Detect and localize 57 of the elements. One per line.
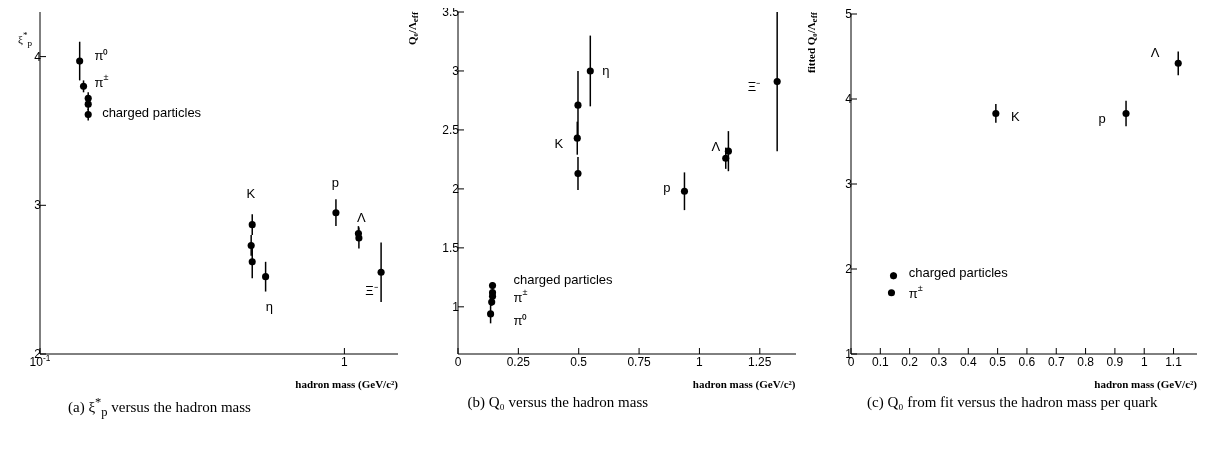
y-tick-label: 2.5 — [441, 122, 459, 137]
x-tick-label: 0.25 — [506, 355, 530, 369]
y-tick-label: 3.5 — [441, 5, 459, 19]
x-tick-label: 0.3 — [930, 355, 948, 369]
text: (a) ξ$^{*}$$_{p}$ versus the hadron mass — [68, 394, 252, 421]
annotation: η — [265, 298, 274, 314]
x-tick-label: 0.7 — [1047, 355, 1065, 369]
x-tick-label: 0.8 — [1077, 355, 1095, 369]
x-tick-label: 0.2 — [901, 355, 919, 369]
x-tick-label: 1.1 — [1165, 355, 1183, 369]
x-tick-label: 1 — [341, 355, 349, 369]
annotation: π⁰ — [513, 312, 528, 328]
annotation: p — [331, 174, 340, 190]
text: (b) Q₀ versus the hadron mass — [467, 394, 650, 411]
annotation: π$^{±}$ — [513, 287, 528, 305]
x-tick-label: 0.1 — [871, 355, 889, 369]
text: (c) Q₀ from fit versus the hadron mass per quark — [867, 394, 1159, 411]
x-tick-label: 0 — [454, 355, 462, 369]
annotation: K — [246, 185, 256, 201]
y-tick-label: 5 — [845, 7, 853, 21]
x-tick-label: 1.25 — [747, 355, 772, 369]
x-tick-label: 1 — [1140, 355, 1148, 369]
annotation: Ξ⁻ — [365, 282, 378, 298]
annotation: charged particles — [102, 104, 202, 120]
y-tick-label: 3 — [451, 63, 459, 78]
annotation: p — [1098, 110, 1106, 126]
annotation: K — [554, 135, 564, 151]
y-tick-label: 1.5 — [441, 240, 459, 255]
x-tick-label: 0.4 — [959, 355, 977, 369]
annotation: π⁰ — [94, 47, 109, 63]
annotation: Ξ⁻ — [747, 78, 760, 94]
x-tick-label: 0.9 — [1106, 355, 1124, 369]
annotation: Λ — [711, 138, 720, 154]
annotation: charged particles — [908, 264, 1009, 280]
annotation: Λ — [1150, 44, 1160, 60]
y-tick-label: 4 — [34, 49, 42, 64]
x-tick-label: 0.5 — [569, 355, 587, 369]
y-tick-label: 4 — [845, 92, 853, 106]
x-tick-label: 1 — [695, 355, 703, 369]
x-axis-title: hadron mass (GeV/c²) — [295, 378, 398, 390]
x-axis-title: hadron mass (GeV/c²) — [1094, 378, 1197, 390]
x-tick-label: 0.6 — [1018, 355, 1036, 369]
annotation: Λ — [357, 209, 366, 225]
annotation: π$^{±}$ — [908, 282, 923, 301]
y-tick-label: 2 — [451, 181, 459, 196]
annotation: charged particles — [513, 271, 613, 287]
annotation: π$^{±}$ — [94, 71, 109, 90]
x-tick-label: 0.5 — [989, 355, 1007, 369]
x-axis-title: hadron mass (GeV/c²) — [692, 378, 796, 390]
y-tick-label: 2 — [845, 262, 853, 276]
x-tick-label: 0.75 — [626, 355, 651, 369]
annotation: p — [662, 179, 670, 195]
annotation: η — [601, 62, 609, 78]
annotation: K — [1011, 108, 1021, 124]
y-tick-label: 1 — [451, 299, 459, 314]
y-tick-label: 3 — [845, 177, 853, 191]
y-tick-label: 3 — [34, 198, 42, 213]
